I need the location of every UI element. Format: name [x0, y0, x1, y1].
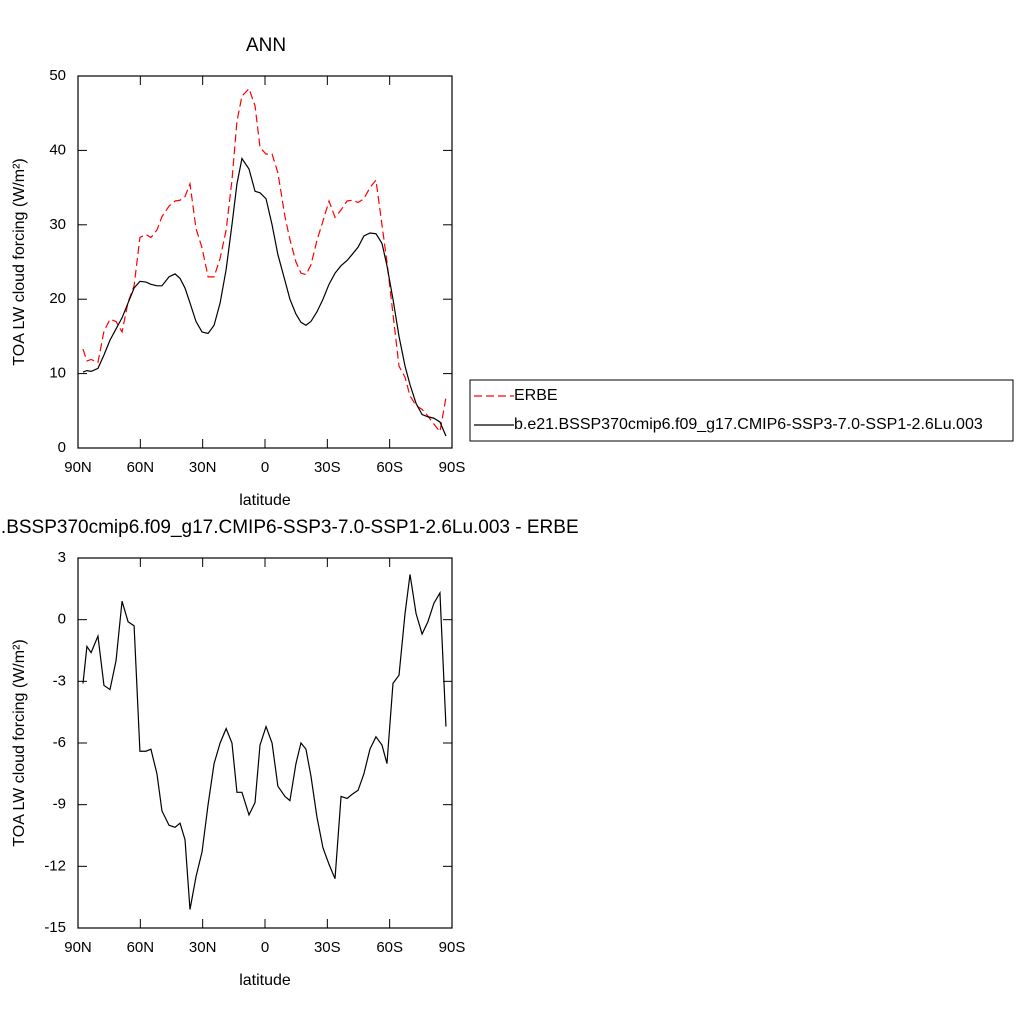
y-tick-label: 20: [49, 290, 66, 307]
plot-frame: [77, 75, 453, 449]
x-tick-label: 60N: [127, 939, 155, 956]
chart-title: ANN: [246, 35, 286, 56]
legend-box: [469, 379, 1014, 442]
x-tick-label: 60S: [376, 459, 403, 476]
x-tick-label: 0: [261, 459, 269, 476]
y-tick-label: 40: [49, 141, 66, 158]
y-tick-label: -12: [44, 857, 66, 874]
y-tick-label: 50: [49, 67, 66, 84]
y-tick-label: 3: [58, 549, 66, 566]
y-tick-label: -9: [53, 796, 66, 813]
y-tick-label: 10: [49, 365, 66, 382]
y-axis-label: TOA LW cloud forcing (W/m²): [11, 158, 28, 365]
x-axis-label: latitude: [239, 972, 291, 989]
x-tick-label: 30N: [189, 939, 217, 956]
x-tick-label: 60S: [376, 939, 403, 956]
data-line: [82, 157, 447, 437]
x-tick-label: 90S: [439, 939, 466, 956]
x-axis-label: latitude: [239, 492, 291, 509]
plot-frame: [77, 557, 453, 929]
legend-label: ERBE: [514, 387, 558, 404]
y-tick-label: -6: [53, 734, 66, 751]
y-tick-label: 0: [58, 439, 66, 456]
x-tick-label: 90S: [439, 459, 466, 476]
data-line: [82, 87, 447, 434]
x-tick-label: 90N: [64, 459, 92, 476]
x-tick-label: 90N: [64, 939, 92, 956]
chart-title: b.e21.BSSP370cmip6.f09_g17.CMIP6-SSP3-7.…: [0, 517, 579, 538]
x-tick-label: 30N: [189, 459, 217, 476]
y-tick-label: 30: [49, 216, 66, 233]
y-tick-label: 0: [58, 611, 66, 628]
x-tick-label: 60N: [127, 459, 155, 476]
x-tick-label: 0: [261, 939, 269, 956]
y-tick-label: -3: [53, 672, 66, 689]
x-tick-label: 30S: [314, 459, 341, 476]
x-tick-label: 30S: [314, 939, 341, 956]
data-line: [82, 574, 447, 910]
legend-label: b.e21.BSSP370cmip6.f09_g17.CMIP6-SSP3-7.…: [514, 416, 983, 433]
y-axis-label: TOA LW cloud forcing (W/m²): [11, 639, 28, 846]
y-tick-label: -15: [44, 919, 66, 936]
